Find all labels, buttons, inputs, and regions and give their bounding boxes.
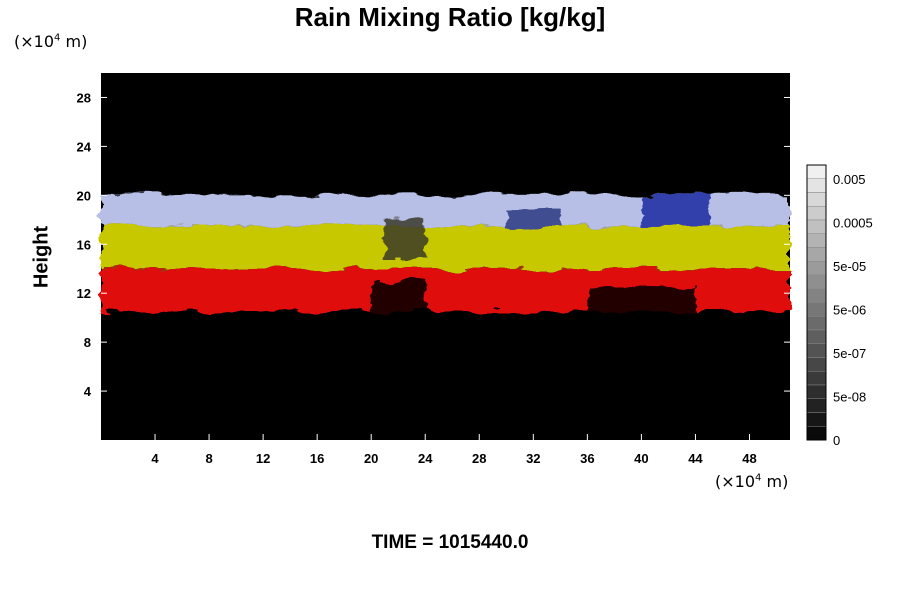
field-patch <box>641 195 709 226</box>
y-tick-label: 20 <box>77 188 91 203</box>
colorbar-segment <box>806 302 827 317</box>
x-tick-label: 20 <box>364 451 378 466</box>
rain-field <box>101 195 790 312</box>
colorbar-segment <box>806 384 827 399</box>
x-tick-label: 36 <box>580 451 594 466</box>
field-patch <box>506 207 561 226</box>
colorbar-segment <box>806 192 827 207</box>
colorbar: 0.005 0.0005 5e-05 5e-06 5e-07 5e-08 0 <box>806 164 873 448</box>
colorbar-label: 5e-06 <box>833 303 866 318</box>
x-tick-label: 32 <box>526 451 540 466</box>
x-tick-label: 4 <box>151 451 159 466</box>
y-tick-label: 28 <box>77 90 91 105</box>
colorbar-label: 0.005 <box>833 172 866 187</box>
x-tick-label: 40 <box>634 451 648 466</box>
colorbar-label: 5e-08 <box>833 390 866 405</box>
colorbar-segment <box>806 412 827 427</box>
x-axis-unit: (×104 m) <box>715 472 789 491</box>
colorbar-segment <box>806 426 827 441</box>
x-tick-label: 16 <box>310 451 324 466</box>
colorbar-segment <box>806 247 827 262</box>
y-tick-label: 4 <box>84 384 92 399</box>
time-label: TIME = 1015440.0 <box>371 532 529 553</box>
colorbar-segment <box>806 343 827 358</box>
colorbar-segment <box>806 371 827 386</box>
colorbar-label: 5e-07 <box>833 346 866 361</box>
colorbar-segment <box>806 357 827 372</box>
colorbar-segment <box>806 233 827 248</box>
colorbar-segment <box>806 288 827 303</box>
colorbar-segment <box>806 316 827 331</box>
y-tick-label: 12 <box>77 286 91 301</box>
x-tick-label: 8 <box>205 451 212 466</box>
y-tick-label: 16 <box>77 237 91 252</box>
y-tick-label: 24 <box>77 139 92 154</box>
x-tick-label: 28 <box>472 451 486 466</box>
chart-title: Rain Mixing Ratio [kg/kg] <box>294 2 606 32</box>
colorbar-frame <box>806 164 827 441</box>
colorbar-segment <box>806 398 827 413</box>
colorbar-segment <box>806 261 827 276</box>
y-tick-label: 8 <box>84 335 91 350</box>
x-axis-ticks: 4 8 12 16 20 24 28 32 36 40 44 48 <box>151 434 757 466</box>
colorbar-segment <box>806 329 827 344</box>
colorbar-segment <box>806 164 827 179</box>
colorbar-label: 0 <box>833 433 840 448</box>
x-tick-label: 44 <box>688 451 703 466</box>
field-patch <box>587 287 696 312</box>
y-axis-ticks: 4 8 12 16 20 24 28 <box>77 90 790 399</box>
colorbar-segment <box>806 274 827 289</box>
x-tick-label: 48 <box>742 451 756 466</box>
colorbar-label: 0.0005 <box>833 216 873 231</box>
field-patch <box>371 280 426 312</box>
colorbar-segment <box>806 206 827 221</box>
field-patch <box>384 219 426 257</box>
colorbar-segment <box>806 219 827 234</box>
x-tick-label: 24 <box>418 451 433 466</box>
y-axis-unit: (×104 m) <box>14 32 88 51</box>
colorbar-segment <box>806 178 827 193</box>
layer-yellow <box>101 225 790 269</box>
colorbar-label: 5e-05 <box>833 259 866 274</box>
x-tick-label: 12 <box>256 451 270 466</box>
